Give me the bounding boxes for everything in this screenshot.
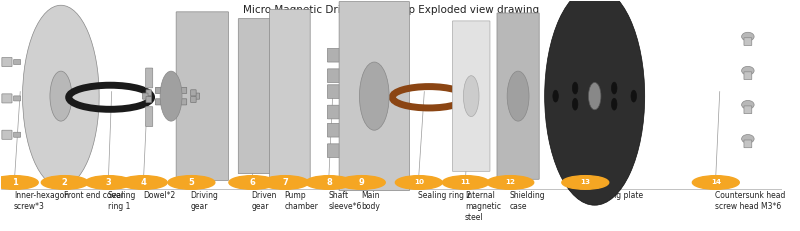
Ellipse shape: [160, 71, 182, 121]
FancyBboxPatch shape: [14, 60, 21, 64]
Ellipse shape: [742, 100, 754, 109]
Ellipse shape: [742, 32, 754, 41]
Circle shape: [395, 176, 442, 189]
FancyBboxPatch shape: [190, 96, 196, 103]
Text: Inner-hexagon
screw*3: Inner-hexagon screw*3: [14, 191, 69, 211]
Ellipse shape: [573, 98, 578, 110]
FancyBboxPatch shape: [2, 94, 12, 103]
Text: Sealing
ring 1: Sealing ring 1: [108, 191, 136, 211]
FancyBboxPatch shape: [146, 90, 151, 96]
Circle shape: [42, 176, 88, 189]
Text: 13: 13: [580, 179, 590, 185]
FancyBboxPatch shape: [146, 107, 153, 126]
Text: Internal
magnetic
steel: Internal magnetic steel: [465, 191, 501, 222]
FancyBboxPatch shape: [453, 21, 490, 171]
Ellipse shape: [742, 66, 754, 75]
Ellipse shape: [742, 134, 754, 143]
FancyBboxPatch shape: [339, 2, 410, 191]
FancyBboxPatch shape: [142, 93, 148, 99]
Text: 11: 11: [461, 179, 470, 185]
FancyBboxPatch shape: [155, 87, 161, 94]
Text: 8: 8: [326, 178, 332, 187]
FancyBboxPatch shape: [2, 130, 12, 139]
FancyBboxPatch shape: [744, 72, 752, 79]
Ellipse shape: [545, 0, 645, 205]
Ellipse shape: [553, 90, 558, 102]
Text: 5: 5: [189, 178, 194, 187]
FancyBboxPatch shape: [2, 58, 12, 67]
Text: Main
body: Main body: [361, 191, 380, 211]
Circle shape: [306, 176, 352, 189]
Ellipse shape: [50, 71, 72, 121]
Circle shape: [0, 176, 38, 189]
Circle shape: [120, 176, 167, 189]
FancyBboxPatch shape: [190, 90, 196, 96]
FancyBboxPatch shape: [14, 96, 21, 101]
Text: 10: 10: [414, 179, 424, 185]
FancyBboxPatch shape: [168, 86, 174, 93]
Circle shape: [338, 176, 386, 189]
Ellipse shape: [589, 82, 601, 110]
Circle shape: [85, 176, 132, 189]
Circle shape: [262, 176, 309, 189]
Text: Driven
gear: Driven gear: [251, 191, 277, 211]
Text: Pump
chamber: Pump chamber: [284, 191, 318, 211]
Ellipse shape: [359, 62, 389, 130]
FancyBboxPatch shape: [744, 140, 752, 148]
FancyBboxPatch shape: [327, 49, 340, 62]
Ellipse shape: [631, 90, 637, 102]
Text: Micro Magnetic Drive Gear pump Exploded view drawing: Micro Magnetic Drive Gear pump Exploded …: [243, 5, 539, 15]
Ellipse shape: [611, 98, 617, 110]
Text: 6: 6: [250, 178, 255, 187]
Text: 4: 4: [141, 178, 146, 187]
FancyBboxPatch shape: [176, 12, 229, 180]
Text: Mounting plate: Mounting plate: [585, 191, 642, 200]
Text: Driving
gear: Driving gear: [190, 191, 218, 211]
Circle shape: [442, 176, 489, 189]
FancyBboxPatch shape: [327, 69, 340, 82]
FancyBboxPatch shape: [497, 13, 539, 179]
Text: Dowel*2: Dowel*2: [143, 191, 175, 200]
Text: 12: 12: [506, 179, 515, 185]
Ellipse shape: [463, 76, 479, 117]
Text: 1: 1: [12, 178, 18, 187]
Text: Front end cover: Front end cover: [64, 191, 124, 200]
FancyBboxPatch shape: [182, 87, 186, 94]
Text: 7: 7: [282, 178, 288, 187]
Ellipse shape: [507, 71, 529, 121]
Text: 2: 2: [62, 178, 68, 187]
Ellipse shape: [22, 5, 99, 187]
Circle shape: [487, 176, 534, 189]
FancyBboxPatch shape: [146, 96, 151, 103]
FancyBboxPatch shape: [194, 93, 200, 99]
Circle shape: [168, 176, 215, 189]
Text: Shielding
case: Shielding case: [510, 191, 545, 211]
Circle shape: [229, 176, 276, 189]
Text: 3: 3: [106, 178, 111, 187]
FancyBboxPatch shape: [155, 99, 161, 105]
Text: Shaft
sleeve*6: Shaft sleeve*6: [328, 191, 362, 211]
Ellipse shape: [611, 82, 617, 94]
Circle shape: [562, 176, 609, 189]
Circle shape: [692, 176, 739, 189]
Text: Sealing ring 2: Sealing ring 2: [418, 191, 471, 200]
FancyBboxPatch shape: [327, 123, 340, 137]
FancyBboxPatch shape: [238, 19, 271, 174]
FancyBboxPatch shape: [270, 9, 310, 183]
Ellipse shape: [573, 82, 578, 94]
FancyBboxPatch shape: [744, 38, 752, 46]
FancyBboxPatch shape: [14, 132, 21, 137]
FancyBboxPatch shape: [327, 105, 340, 119]
Text: 14: 14: [711, 179, 721, 185]
FancyBboxPatch shape: [327, 85, 340, 98]
Text: Countersunk head
screw head M3*6: Countersunk head screw head M3*6: [715, 191, 786, 211]
FancyBboxPatch shape: [146, 68, 153, 88]
FancyBboxPatch shape: [182, 99, 186, 105]
FancyBboxPatch shape: [327, 144, 340, 158]
FancyBboxPatch shape: [168, 100, 174, 106]
FancyBboxPatch shape: [744, 106, 752, 114]
Text: 9: 9: [359, 178, 365, 187]
